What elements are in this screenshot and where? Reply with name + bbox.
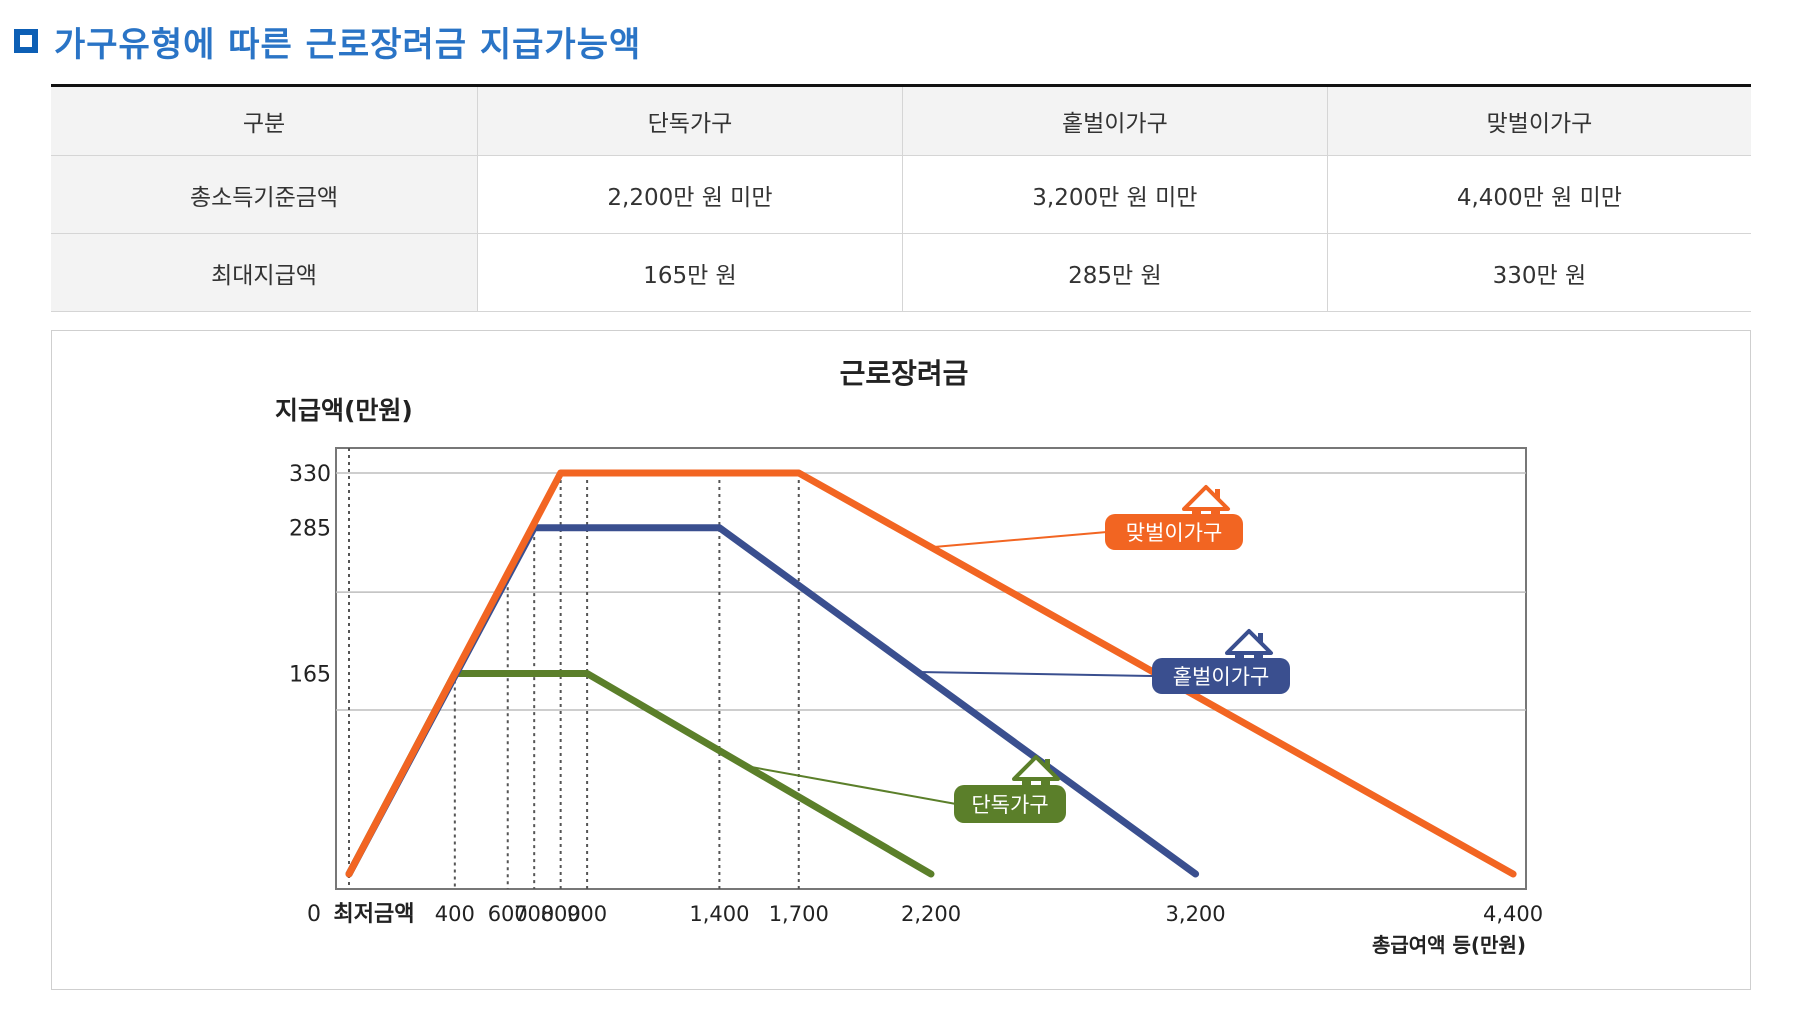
series-label-badge [954, 785, 1066, 823]
x-tick-label: 400 [435, 902, 475, 926]
chart-panel: 근로장려금 지급액(만원) 165 285 330 400 600 700 800 900 1… [51, 330, 1751, 990]
series-line-홑벌이가구 [345, 524, 1200, 878]
column-header: 맞벌이가구 [1327, 85, 1751, 156]
table-cell: 165만 원 [477, 233, 903, 312]
x-tick-label: 1,700 [769, 902, 829, 926]
x-tick-label: 4,400 [1483, 902, 1543, 926]
series-label-leader [930, 531, 1108, 549]
x-tick-label: 3,200 [1166, 902, 1226, 926]
row-label: 총소득기준금액 [51, 155, 478, 234]
series-label-leader [917, 670, 1155, 677]
x-tick-label: 2,200 [901, 902, 961, 926]
eligibility-table: 구분 단독가구 홑벌이가구 맞벌이가구 총소득기준금액 2,200만 원 미만 … [51, 84, 1751, 312]
guide-layer [348, 448, 800, 889]
row-label: 최대지급액 [51, 233, 478, 312]
page-title: 가구유형에 따른 근로장려금 지급가능액 [54, 24, 642, 65]
plot-area-frame [335, 447, 1527, 890]
x-tick-label: 1,400 [689, 902, 749, 926]
x-tick-label: 900 [567, 902, 607, 926]
table-cell: 4,400만 원 미만 [1327, 155, 1751, 234]
y-axis-label: 지급액(만원) [275, 396, 413, 425]
series-label: 맞벌이가구 [1126, 521, 1223, 545]
series-label-badge [1105, 514, 1243, 550]
grid-layer [336, 472, 1526, 711]
table-cell: 330만 원 [1327, 233, 1751, 312]
chart-title: 근로장려금 [840, 357, 969, 390]
series-label-leader [745, 765, 957, 805]
x-tick-label: 800 [541, 902, 581, 926]
series-layer [345, 469, 1517, 878]
column-header: 홑벌이가구 [902, 85, 1328, 156]
x-tick-label: 700 [514, 902, 554, 926]
table-row: 최대지급액 165만 원 285만 원 330만 원 [51, 233, 1751, 312]
table-header-row: 구분 단독가구 홑벌이가구 맞벌이가구 [51, 85, 1751, 156]
table-cell: 3,200만 원 미만 [902, 155, 1328, 234]
table-cell: 285만 원 [902, 233, 1328, 312]
x-tick-label: 600 [488, 902, 528, 926]
x-min-label: 최저금액 [334, 902, 415, 927]
series-label: 홑벌이가구 [1173, 665, 1270, 689]
y-tick-label: 330 [289, 462, 331, 487]
y-tick-layer: 165 285 330 [289, 462, 331, 688]
series-label: 단독가구 [971, 793, 1048, 817]
y-tick-label: 285 [289, 517, 331, 542]
column-header: 단독가구 [477, 85, 903, 156]
square-bullet-icon [14, 29, 38, 53]
x-axis-label: 총급여액 등(만원) [1372, 933, 1526, 957]
y-tick-label: 165 [289, 663, 331, 688]
table-row: 총소득기준금액 2,200만 원 미만 3,200만 원 미만 4,400만 원… [51, 155, 1751, 234]
column-header: 구분 [51, 85, 478, 156]
title-row: 가구유형에 따른 근로장려금 지급가능액 [14, 18, 642, 65]
x-origin-label: 0 [307, 902, 321, 927]
table-cell: 2,200만 원 미만 [477, 155, 903, 234]
series-label-badge [1152, 658, 1290, 694]
